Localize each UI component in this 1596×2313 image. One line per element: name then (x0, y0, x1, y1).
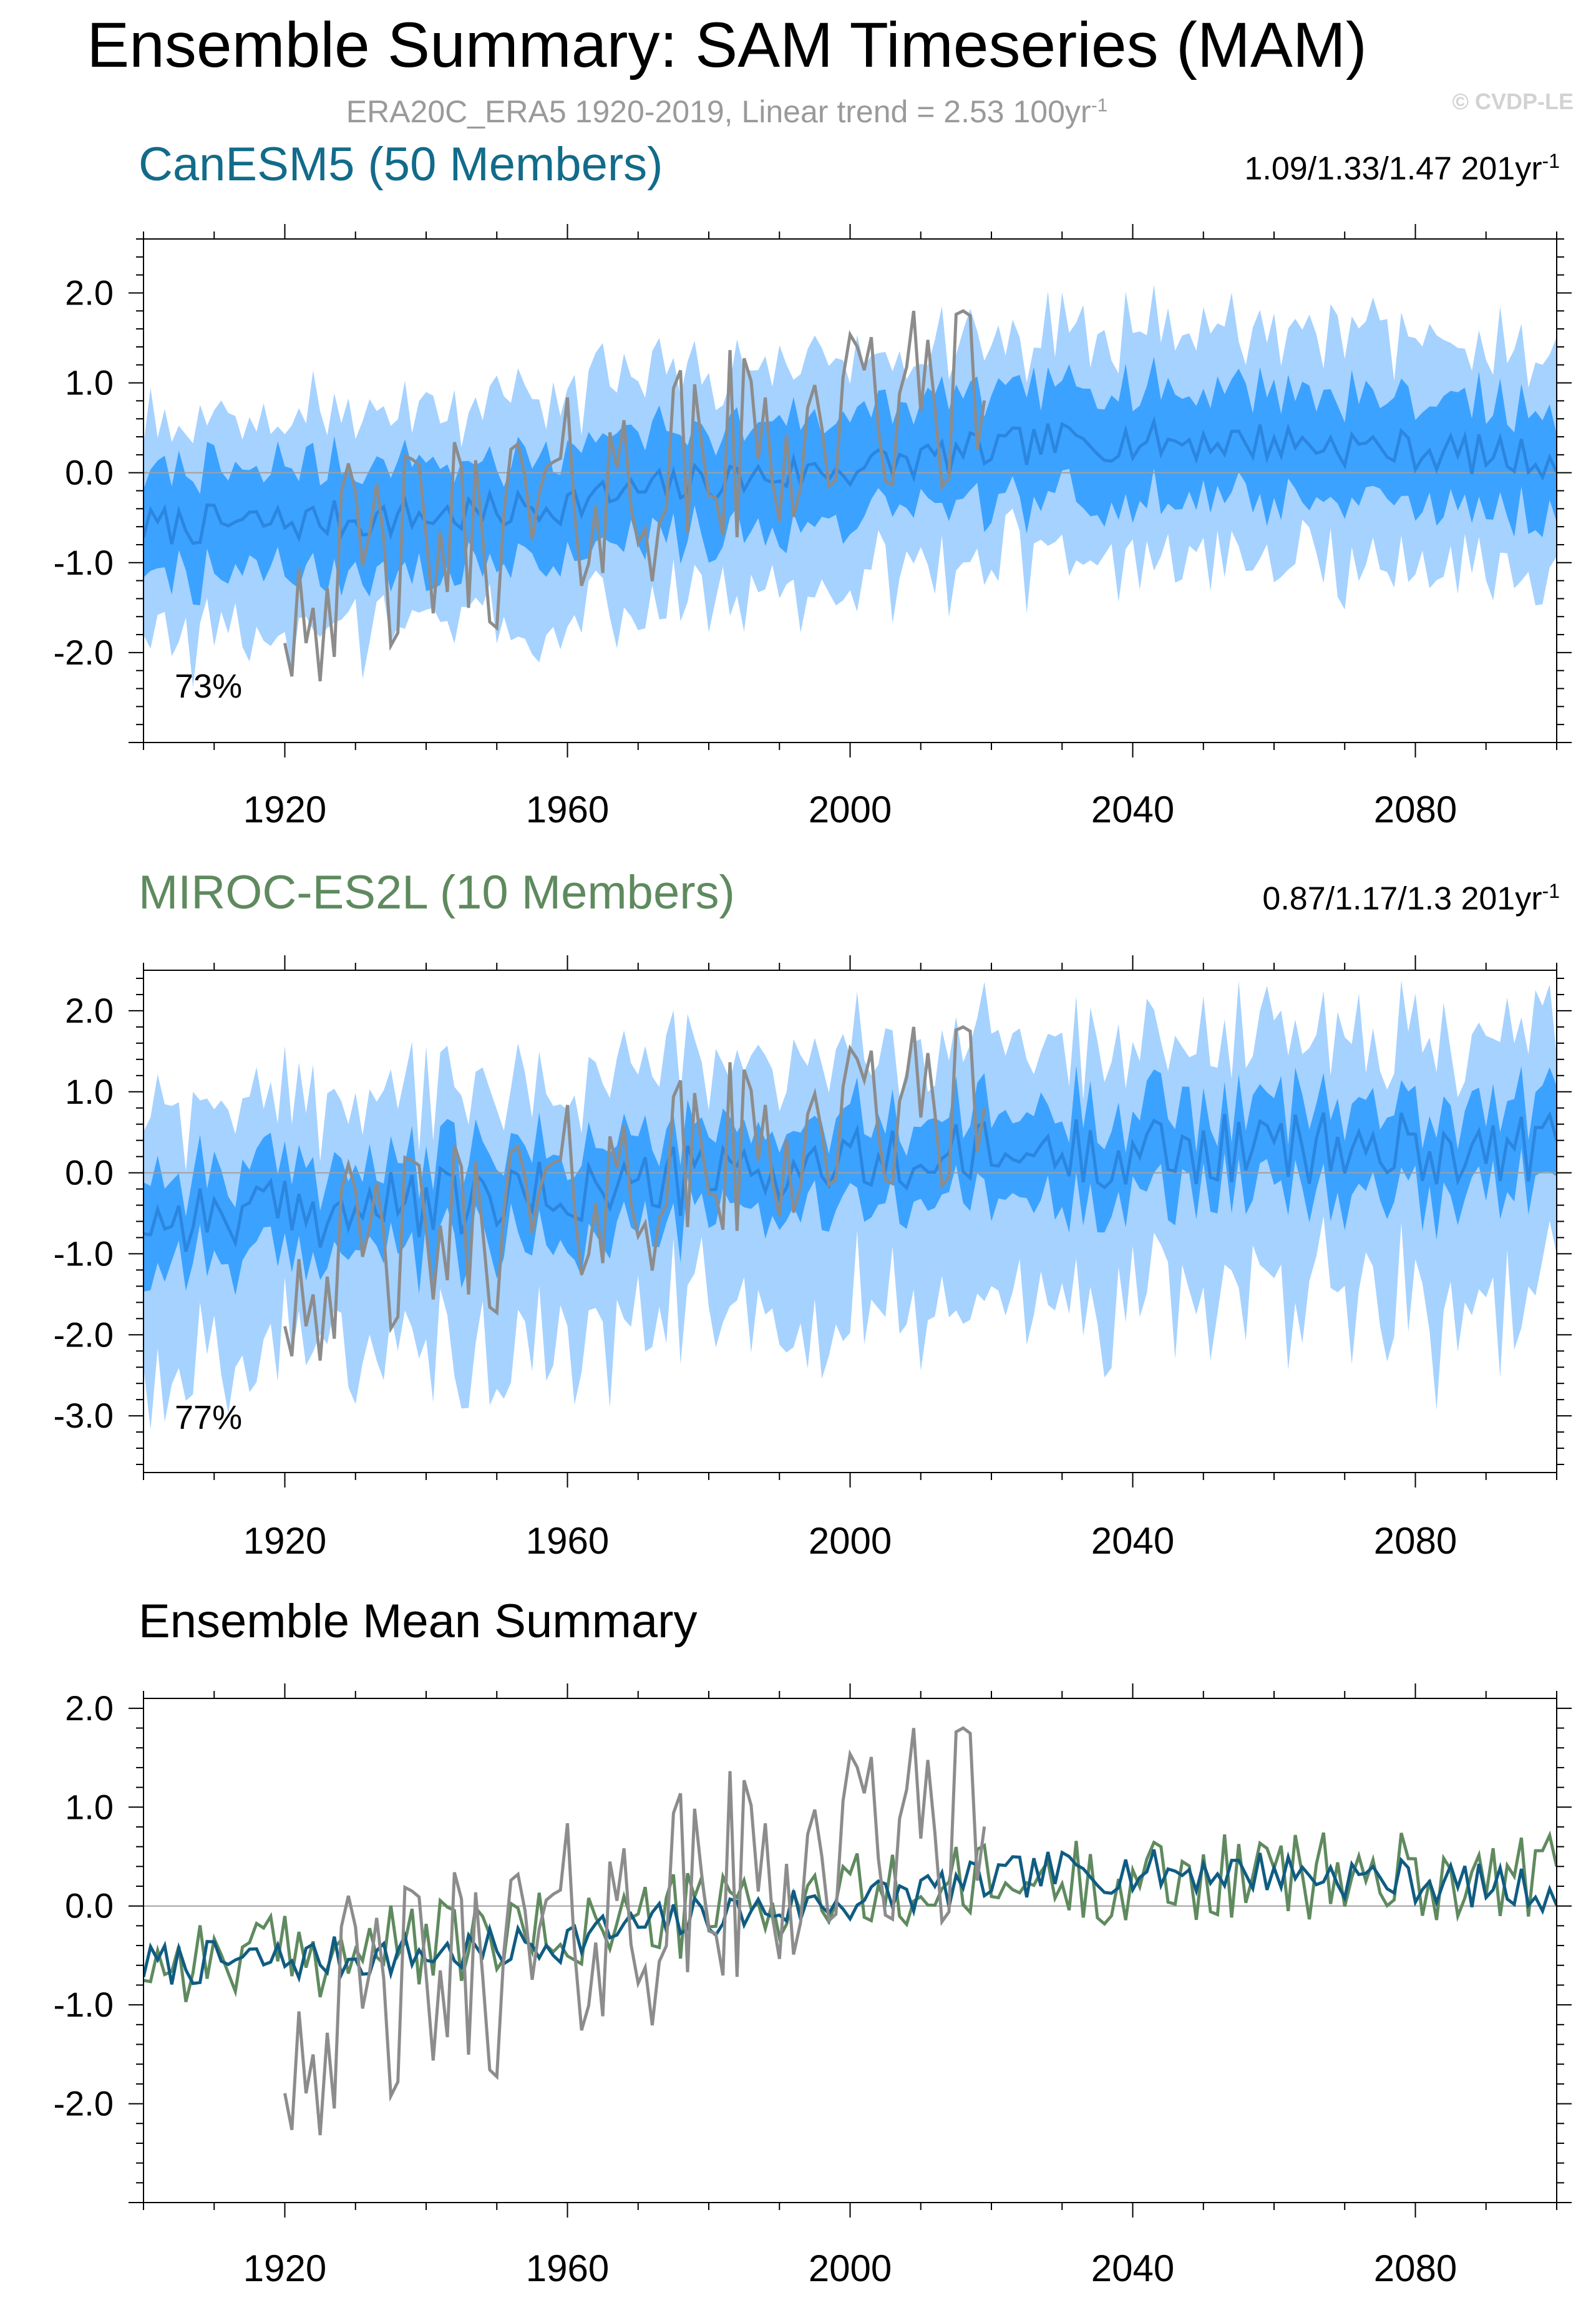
panel-trend-canesm5: 1.09/1.33/1.47 201yr-1 (1245, 150, 1560, 187)
panel-1-observed-line (283, 1025, 986, 1361)
panel-0-percent-label: 73% (175, 668, 242, 705)
panel-2-xtick-label: 2040 (1091, 2247, 1174, 2289)
panel-0-xtick-label: 2000 (809, 789, 892, 830)
panel-2-ytick-label: 1.0 (65, 1787, 114, 1826)
panel-0-xtick-label: 1920 (243, 789, 326, 830)
panel-0-plot: 2.0 1.0 0.0 -1.0 -2.0 1920 1960 2000 2040 2080 73% (54, 224, 1572, 830)
subtitle-superscript: -1 (1091, 95, 1108, 116)
panel-title-summary: Ensemble Mean Summary (139, 1595, 698, 1648)
panel-1-ytick-label: 0.0 (65, 1153, 114, 1192)
panel-0-ytick-label: 2.0 (65, 273, 114, 312)
panel-0-plot-area (144, 285, 1557, 688)
panel-1-xtick-label: 2000 (809, 1520, 892, 1562)
panel-1-ensemble-mean-line (144, 1111, 1557, 1252)
panel-2-xtick-label: 1920 (243, 2247, 326, 2289)
panel-trend-canesm5-text: 1.09/1.33/1.47 201yr (1244, 150, 1542, 187)
panel-2-ytick-label: 0.0 (65, 1886, 114, 1926)
panel-1-ytick-label: -1.0 (54, 1234, 114, 1273)
panel-1-plot-area (144, 980, 1557, 1430)
panel-0-ytick-label: 0.0 (65, 453, 114, 492)
panel-1-xtick-label: 2040 (1091, 1520, 1174, 1562)
subtitle-text: ERA20C_ERA5 1920-2019, Linear trend = 2.… (346, 94, 1091, 129)
panel-1-xtick-label: 1960 (526, 1520, 609, 1562)
panel-0-xtick-label: 1960 (526, 789, 609, 830)
panel-1-ytick-label: -2.0 (54, 1315, 114, 1354)
panel-title-miroc: MIROC-ES2L (10 Members) (139, 866, 735, 919)
panel-2-xtick-label: 1960 (526, 2247, 609, 2289)
panel-1-plot: 2.0 1.0 0.0 -1.0 -2.0 -3.0 1920 1960 2000 2040 208… (54, 955, 1572, 1562)
panel-1-ytick-label: -3.0 (54, 1396, 114, 1435)
panel-title-canesm5: CanESM5 (50 Members) (139, 138, 663, 191)
panel-0-ytick-label: -1.0 (54, 543, 114, 582)
panel-trend-miroc: 0.87/1.17/1.3 201yr-1 (1262, 880, 1560, 917)
copyright-watermark: © CVDP-LE (1452, 89, 1574, 114)
panel-2-plot-area (144, 1726, 1557, 2136)
panel-2-observed-line (283, 1726, 986, 2136)
panel-2-ytick-label: -1.0 (54, 1985, 114, 2024)
panel-0-inner-spread (144, 356, 1557, 605)
panel-0-ytick-label: 1.0 (65, 363, 114, 402)
panel-2-xtick-label: 2000 (809, 2247, 892, 2289)
panel-trend-canesm5-sup: -1 (1542, 150, 1560, 172)
panel-0-ytick-label: -2.0 (54, 633, 114, 672)
panel-1-xtick-label: 1920 (243, 1520, 326, 1562)
panel-1-ytick-label: 1.0 (65, 1072, 114, 1111)
panel-0-observed-line (283, 309, 986, 682)
panel-trend-miroc-text: 0.87/1.17/1.3 201yr (1262, 880, 1542, 917)
panel-1-ytick-label: 2.0 (65, 991, 114, 1030)
main-title: Ensemble Summary: SAM Timeseries (MAM) (87, 9, 1367, 80)
panel-trend-miroc-sup: -1 (1542, 880, 1560, 902)
subtitle: ERA20C_ERA5 1920-2019, Linear trend = 2.… (0, 94, 1454, 130)
panel-2-ytick-label: 2.0 (65, 1688, 114, 1728)
panel-0-xtick-label: 2080 (1374, 789, 1457, 830)
panel-1-percent-label: 77% (175, 1399, 242, 1436)
panel-2-xtick-label: 2080 (1374, 2247, 1457, 2289)
panel-1-inner-spread (144, 1065, 1557, 1295)
panel-1-xtick-label: 2080 (1374, 1520, 1457, 1562)
panel-2-ytick-label: -2.0 (54, 2084, 114, 2123)
panel-2-plot: 2.0 1.0 0.0 -1.0 -2.0 1920 1960 2000 2040 2080 (54, 1683, 1572, 2289)
panel-0-xtick-label: 2040 (1091, 789, 1174, 830)
summary-miroc-mean-line (144, 1830, 1557, 2002)
